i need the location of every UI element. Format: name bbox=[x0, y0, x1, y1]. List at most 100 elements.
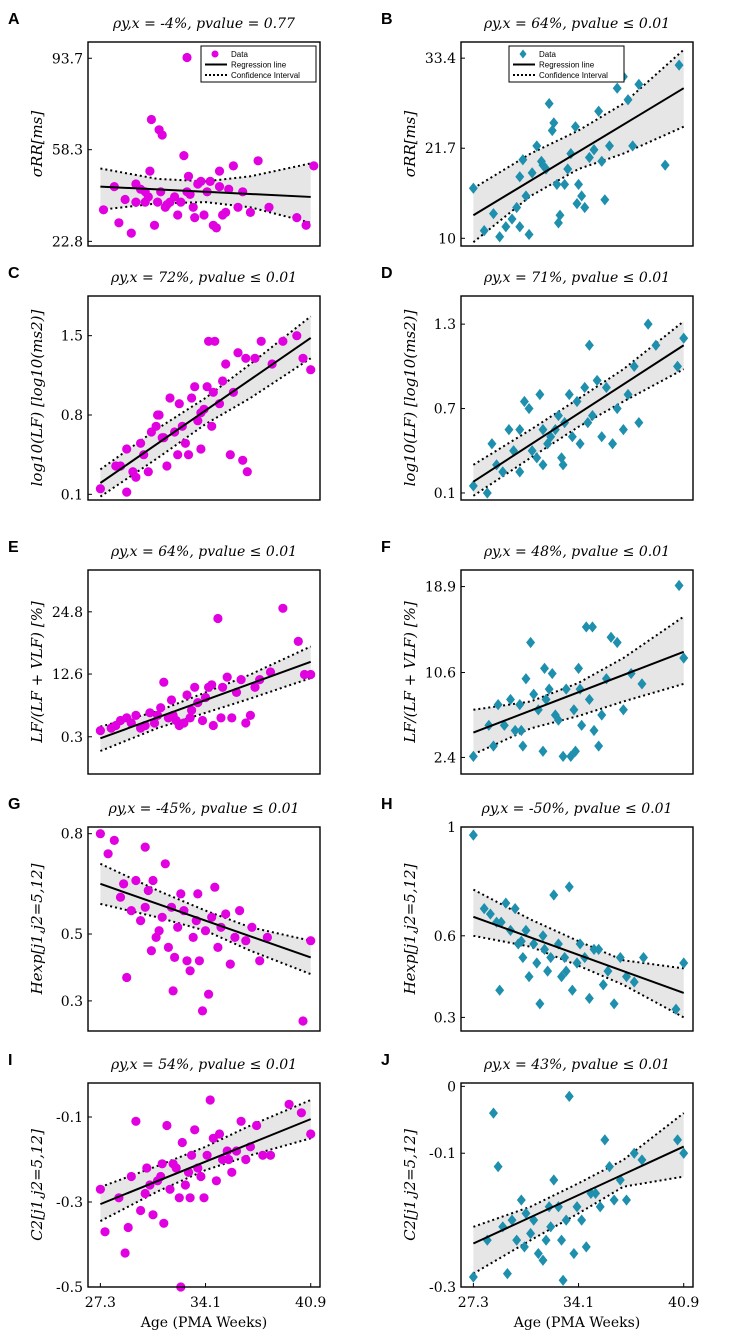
data-point bbox=[185, 713, 195, 723]
data-point bbox=[190, 382, 200, 392]
data-point bbox=[298, 1016, 308, 1026]
data-point bbox=[581, 1241, 591, 1253]
y-axis-label: C2[j1,j2=5,12] bbox=[401, 1129, 419, 1241]
data-point bbox=[521, 1207, 531, 1220]
panel-letter: H bbox=[381, 796, 393, 813]
data-point bbox=[493, 699, 503, 711]
data-point bbox=[544, 683, 554, 695]
data-point bbox=[123, 1222, 133, 1233]
data-point bbox=[256, 336, 266, 346]
ci-lower-line bbox=[100, 677, 312, 752]
data-point bbox=[225, 959, 235, 969]
data-point bbox=[507, 213, 517, 225]
data-point bbox=[651, 339, 661, 351]
data-point bbox=[553, 714, 563, 726]
panel-title: ρy,x = 48%, pvalue ≤ 0.01 bbox=[483, 544, 670, 560]
data-point bbox=[301, 220, 311, 230]
data-point bbox=[538, 930, 548, 942]
data-point bbox=[149, 718, 160, 728]
data-point bbox=[252, 1120, 262, 1131]
data-point bbox=[600, 194, 610, 206]
data-point bbox=[558, 750, 568, 762]
data-point bbox=[236, 675, 246, 685]
confidence-band bbox=[473, 1113, 684, 1274]
data-point bbox=[495, 984, 505, 996]
data-point bbox=[557, 971, 567, 983]
data-point bbox=[567, 984, 577, 996]
data-point bbox=[199, 210, 209, 220]
data-point bbox=[679, 652, 689, 664]
y-tick-label: 33.4 bbox=[425, 51, 456, 67]
data-point bbox=[241, 936, 251, 946]
data-point bbox=[609, 998, 619, 1010]
data-point bbox=[674, 579, 684, 592]
data-point bbox=[587, 621, 597, 633]
data-point bbox=[200, 926, 211, 936]
data-point bbox=[489, 208, 498, 220]
data-point bbox=[95, 484, 105, 494]
data-point bbox=[166, 695, 177, 705]
legend-label: Regression line bbox=[231, 61, 287, 70]
data-point bbox=[527, 445, 537, 457]
data-point bbox=[618, 424, 628, 436]
data-point bbox=[518, 154, 528, 166]
data-point bbox=[560, 951, 570, 964]
data-point bbox=[589, 943, 599, 955]
data-point bbox=[468, 480, 478, 492]
data-point bbox=[566, 148, 576, 160]
y-tick-label: 1.5 bbox=[61, 329, 83, 345]
regression-line bbox=[100, 660, 312, 740]
data-point bbox=[120, 1248, 130, 1258]
data-point bbox=[213, 942, 223, 953]
data-point bbox=[533, 704, 543, 716]
data-point bbox=[584, 151, 594, 164]
data-point bbox=[292, 331, 302, 341]
y-tick-label: 0.8 bbox=[61, 408, 83, 424]
legend-label: Confidence Interval bbox=[539, 71, 608, 80]
data-point bbox=[247, 922, 257, 932]
data-point bbox=[510, 724, 520, 737]
x-tick-label: 34.1 bbox=[563, 1295, 594, 1311]
data-point bbox=[187, 393, 197, 403]
data-point bbox=[208, 720, 218, 731]
data-point bbox=[95, 726, 105, 736]
legend-marker bbox=[519, 49, 527, 59]
y-tick-label: 0.3 bbox=[61, 730, 83, 746]
ci-lower-line bbox=[472, 682, 684, 756]
data-point bbox=[95, 829, 105, 839]
data-point bbox=[549, 1174, 559, 1186]
y-tick-label: 12.6 bbox=[52, 667, 83, 683]
data-point bbox=[482, 487, 492, 499]
data-point bbox=[623, 388, 633, 401]
data-point bbox=[292, 213, 302, 223]
x-axis-label: Age (PMA Weeks) bbox=[140, 1315, 268, 1331]
data-point bbox=[136, 916, 146, 926]
data-point bbox=[479, 903, 489, 915]
panel-title: ρy,x = 72%, pvalue ≤ 0.01 bbox=[110, 270, 297, 286]
data-point bbox=[154, 926, 164, 936]
data-point bbox=[540, 662, 549, 674]
data-point bbox=[95, 1184, 105, 1194]
data-point bbox=[629, 360, 639, 372]
data-point bbox=[126, 1171, 136, 1182]
data-point bbox=[516, 935, 526, 947]
data-point bbox=[194, 956, 204, 966]
panel-letter: C bbox=[8, 265, 20, 282]
data-point bbox=[159, 677, 169, 687]
data-point bbox=[214, 1129, 225, 1139]
data-point bbox=[589, 724, 599, 737]
data-point bbox=[515, 171, 525, 183]
regression-line bbox=[100, 882, 312, 959]
data-point bbox=[615, 951, 625, 964]
data-point bbox=[199, 1193, 209, 1203]
data-point bbox=[306, 1129, 316, 1139]
data-point bbox=[521, 190, 531, 202]
data-point bbox=[197, 715, 208, 726]
data-point bbox=[148, 875, 158, 886]
data-point bbox=[479, 225, 489, 237]
y-axis-label: log10(LF) [log10(ms2)] bbox=[401, 309, 419, 486]
